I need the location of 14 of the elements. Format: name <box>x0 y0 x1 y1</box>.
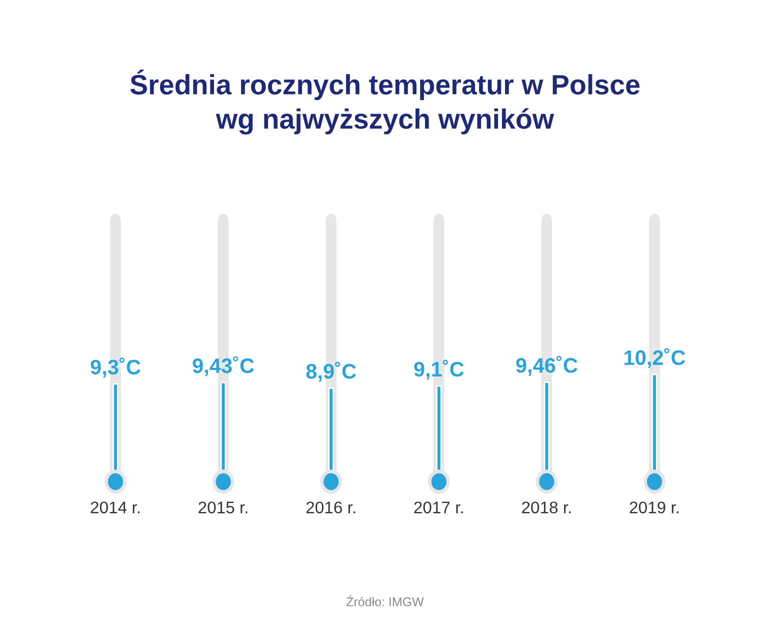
x-tick-label: 2014 r. <box>90 502 140 514</box>
data-label: 9,43˚C <box>192 356 254 376</box>
x-tick-label: 2015 r. <box>198 502 248 514</box>
x-tick-label: 2019 r. <box>630 502 678 514</box>
data-label: 9,3˚C <box>90 358 140 378</box>
data-label: 9,1˚C <box>414 360 464 380</box>
x-tick-label: 2018 r. <box>522 502 571 514</box>
data-label: 10,2˚C <box>624 348 686 368</box>
x-tick-label: 2017 r. <box>414 502 463 514</box>
chart-title: Średnia rocznych temperatur w Polsce wg najwyższych wyników <box>130 70 640 134</box>
text: Źródło: IMGW <box>346 595 424 606</box>
data-label: 8,9˚C <box>306 362 356 382</box>
data-label: 9,46˚C <box>516 356 578 376</box>
x-tick-label: 2016 r. <box>306 502 356 514</box>
